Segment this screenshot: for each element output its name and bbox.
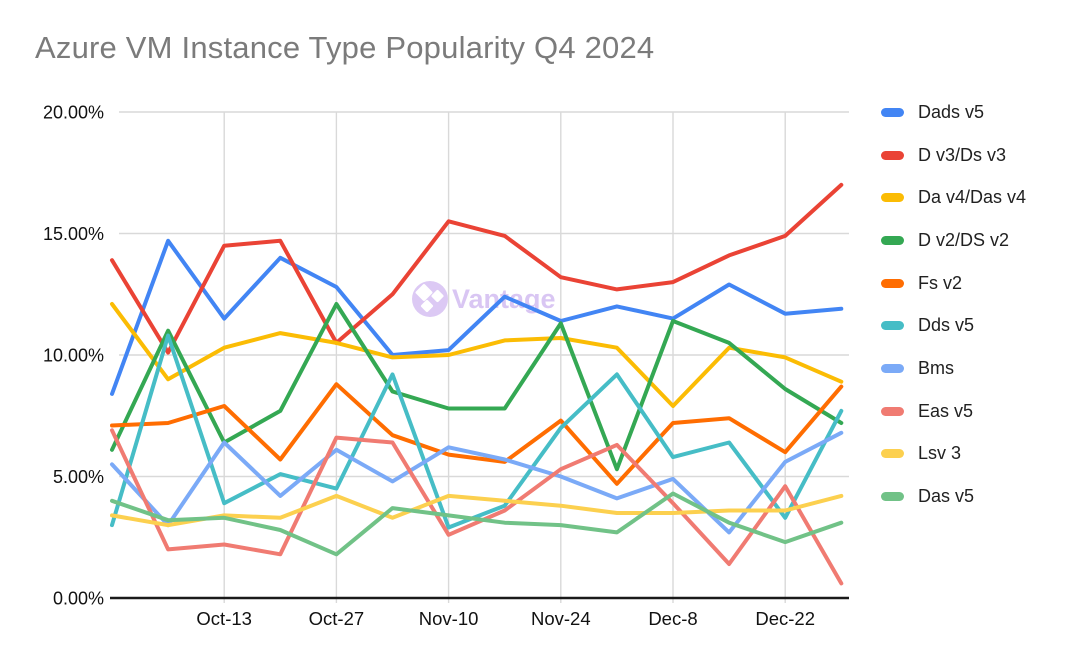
legend-swatch-icon — [881, 449, 904, 459]
y-axis-label: 15.00% — [43, 224, 104, 244]
legend-item: Da v4/Das v4 — [881, 176, 1026, 219]
legend-swatch-icon — [881, 492, 904, 502]
legend-swatch-icon — [881, 107, 904, 117]
legend-label: Bms — [918, 357, 954, 378]
series-line-d-v2-ds-v2 — [110, 302, 844, 472]
x-axis-label: Oct-27 — [309, 608, 365, 629]
y-axis-label: 10.00% — [43, 346, 104, 366]
vantage-logo-icon — [412, 281, 448, 317]
legend-label: Das v5 — [918, 486, 975, 507]
legend-swatch-icon — [881, 235, 904, 245]
series-line-bms — [110, 430, 844, 535]
x-axis-label: Dec-8 — [648, 608, 697, 629]
legend-label: Dds v5 — [918, 315, 975, 336]
legend-item: D v2/DS v2 — [881, 219, 1026, 262]
legend-item: Fs v2 — [881, 262, 1026, 305]
legend-item: D v3/Ds v3 — [881, 134, 1026, 177]
y-axis-label: 20.00% — [43, 103, 104, 123]
legend-label: D v3/Ds v3 — [918, 144, 1007, 165]
series-line-dds-v5 — [110, 333, 844, 530]
legend-label: Eas v5 — [918, 400, 974, 421]
legend-label: D v2/DS v2 — [918, 229, 1010, 250]
legend-label: Fs v2 — [918, 272, 963, 293]
chart-title: Azure VM Instance Type Popularity Q4 202… — [35, 30, 655, 65]
legend-swatch-icon — [881, 193, 904, 203]
series-line-fs-v2 — [110, 382, 844, 486]
x-axis-label: Nov-10 — [419, 608, 479, 629]
legend-item: Lsv 3 — [881, 433, 1026, 476]
legend-item: Bms — [881, 347, 1026, 390]
legend-swatch-icon — [881, 150, 904, 160]
vantage-logo-diamond — [431, 289, 444, 303]
y-axis-label: 5.00% — [53, 467, 104, 487]
legend-item: Das v5 — [881, 475, 1026, 518]
legend-swatch-icon — [881, 406, 904, 416]
x-axis-label: Nov-24 — [531, 608, 591, 629]
vantage-logo-diamond — [420, 299, 434, 313]
legend-item: Dads v5 — [881, 91, 1026, 134]
legend-label: Lsv 3 — [918, 443, 962, 464]
legend-swatch-icon — [881, 321, 904, 331]
series-line-das-v5 — [110, 491, 844, 557]
series-line-dads-v5 — [110, 238, 844, 396]
series-line-da-v4-das-v4 — [110, 302, 844, 408]
legend-item: Eas v5 — [881, 390, 1026, 433]
vantage-logo-diamond — [415, 284, 433, 301]
series-line-eas-v5 — [110, 428, 844, 586]
legend-label: Da v4/Das v4 — [918, 187, 1027, 208]
y-axis-label: 0.00% — [53, 589, 104, 609]
chart-legend: Dads v5 D v3/Ds v3 Da v4/Das v4 D v2/DS v2 F… — [881, 91, 1026, 518]
series-line-d-v3-ds-v3 — [110, 182, 844, 355]
series-line-lsv-3 — [110, 493, 844, 528]
legend-swatch-icon — [881, 278, 904, 288]
legend-item: Dds v5 — [881, 304, 1026, 347]
legend-label: Dads v5 — [918, 101, 985, 122]
x-axis-label: Oct-13 — [196, 608, 252, 629]
legend-swatch-icon — [881, 363, 904, 373]
x-axis-label: Dec-22 — [755, 608, 815, 629]
